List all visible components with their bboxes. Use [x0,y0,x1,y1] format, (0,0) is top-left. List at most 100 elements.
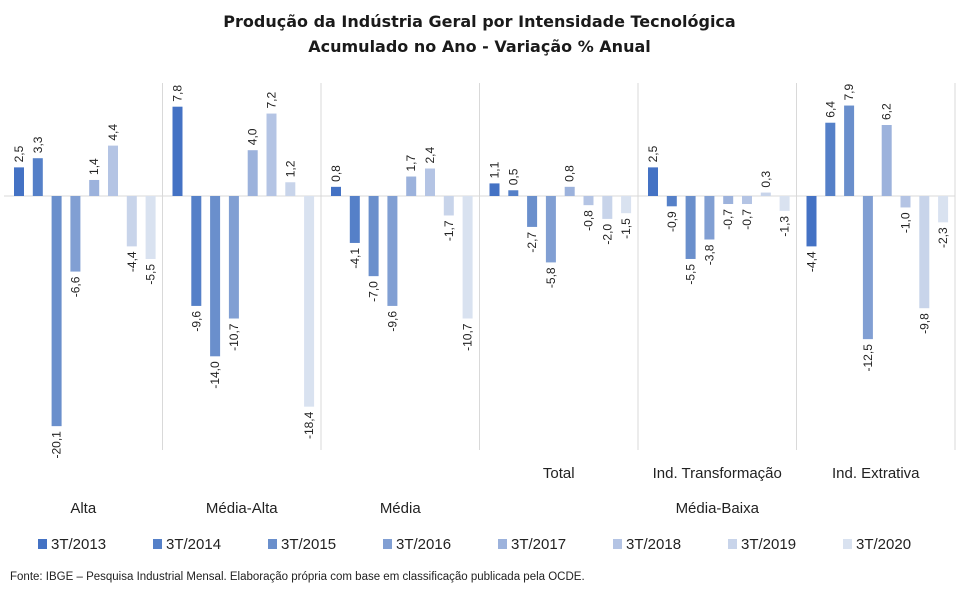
data-label: 6,4 [823,101,837,118]
bar [723,196,734,205]
data-label: 0,3 [759,171,773,188]
legend-label: 3T/2019 [741,536,796,553]
legend-label: 3T/2016 [396,536,451,553]
category-label: Média [380,500,422,517]
legend-label: 3T/2015 [281,536,336,553]
bar [443,196,454,216]
data-label: 7,8 [171,85,185,102]
legend-swatch [38,539,47,549]
category-group-label: Média-Baixa [676,500,760,517]
data-label: -2,0 [600,224,614,245]
bar [51,196,62,427]
legend-swatch [268,539,277,549]
bar [489,183,500,196]
chart-title: Produção da Indústria Geral por Intensid… [223,12,736,31]
bar [900,196,911,208]
bar [70,196,81,272]
data-label: 1,4 [87,158,101,175]
data-label: 1,1 [488,161,502,178]
bar [825,122,836,196]
data-label: -9,8 [917,313,931,334]
bar [210,196,221,357]
category-label: Total [543,465,575,482]
data-label: 6,2 [880,103,894,120]
data-label: -9,6 [385,311,399,332]
legend-swatch [728,539,737,549]
bar [685,196,696,259]
bar [462,196,473,319]
bar [938,196,949,223]
bar [527,196,538,227]
data-label: -9,6 [189,311,203,332]
legend-label: 3T/2017 [511,536,566,553]
bar [228,196,239,319]
data-label: -6,6 [68,276,82,297]
bar [247,150,258,196]
bar [881,125,892,196]
data-label: -4,1 [348,248,362,269]
bar [564,186,575,196]
bar [806,196,817,247]
data-label: 1,7 [404,155,418,172]
data-label: 7,9 [842,84,856,101]
bar [108,145,118,196]
data-label: 0,5 [506,168,520,185]
data-label: -0,8 [582,210,596,231]
bar [32,158,43,196]
bar [425,168,435,196]
bar [919,196,930,309]
category-label: Ind. Transformação [653,465,782,482]
bar [387,196,398,306]
bar [304,196,315,407]
bar [742,196,752,205]
bar [621,196,632,214]
data-label: -12,5 [861,344,875,372]
data-label: -5,5 [144,264,158,285]
data-label: 2,5 [646,145,660,162]
data-label: -0,7 [740,209,754,230]
data-label: 3,3 [31,136,45,153]
bar [583,196,594,206]
bar [545,196,556,263]
data-label: -20,1 [50,431,64,459]
bar [89,179,100,196]
data-label: -0,7 [721,209,735,230]
data-label: -4,4 [125,251,139,272]
data-label: -4,4 [805,251,819,272]
data-label: -3,8 [702,244,716,265]
bar [145,196,156,259]
data-label: -14,0 [208,361,222,389]
bar [602,196,613,219]
data-label: -5,8 [544,267,558,288]
data-label: -2,7 [525,232,539,253]
bar [126,196,137,247]
data-label: 2,5 [12,145,26,162]
data-label: -1,5 [619,218,633,239]
data-label: 0,8 [329,165,343,182]
data-label: -0,9 [665,211,679,232]
chart-subtitle: Acumulado no Ano - Variação % Anual [308,37,651,56]
category-label: Ind. Extrativa [832,465,920,482]
data-label: 7,2 [265,92,279,109]
data-label: 1,2 [283,160,297,177]
bar [508,190,519,196]
data-label: 4,4 [106,124,120,141]
data-label: -7,0 [367,281,381,302]
data-label: -1,3 [778,216,792,237]
bar [648,167,658,196]
legend-swatch [153,539,162,549]
source-note: Fonte: IBGE – Pesquisa Industrial Mensal… [10,571,585,583]
bar [285,182,296,196]
bar [349,196,360,243]
category-label: Alta [70,500,97,517]
data-label: -10,7 [227,323,241,351]
data-label: -10,7 [461,323,475,351]
bar [172,106,183,196]
legend-swatch [383,539,392,549]
legend-label: 3T/2018 [626,536,681,553]
data-label: -1,0 [899,212,913,233]
legend-label: 3T/2020 [856,536,911,553]
bar [406,176,417,196]
legend-swatch [613,539,622,549]
